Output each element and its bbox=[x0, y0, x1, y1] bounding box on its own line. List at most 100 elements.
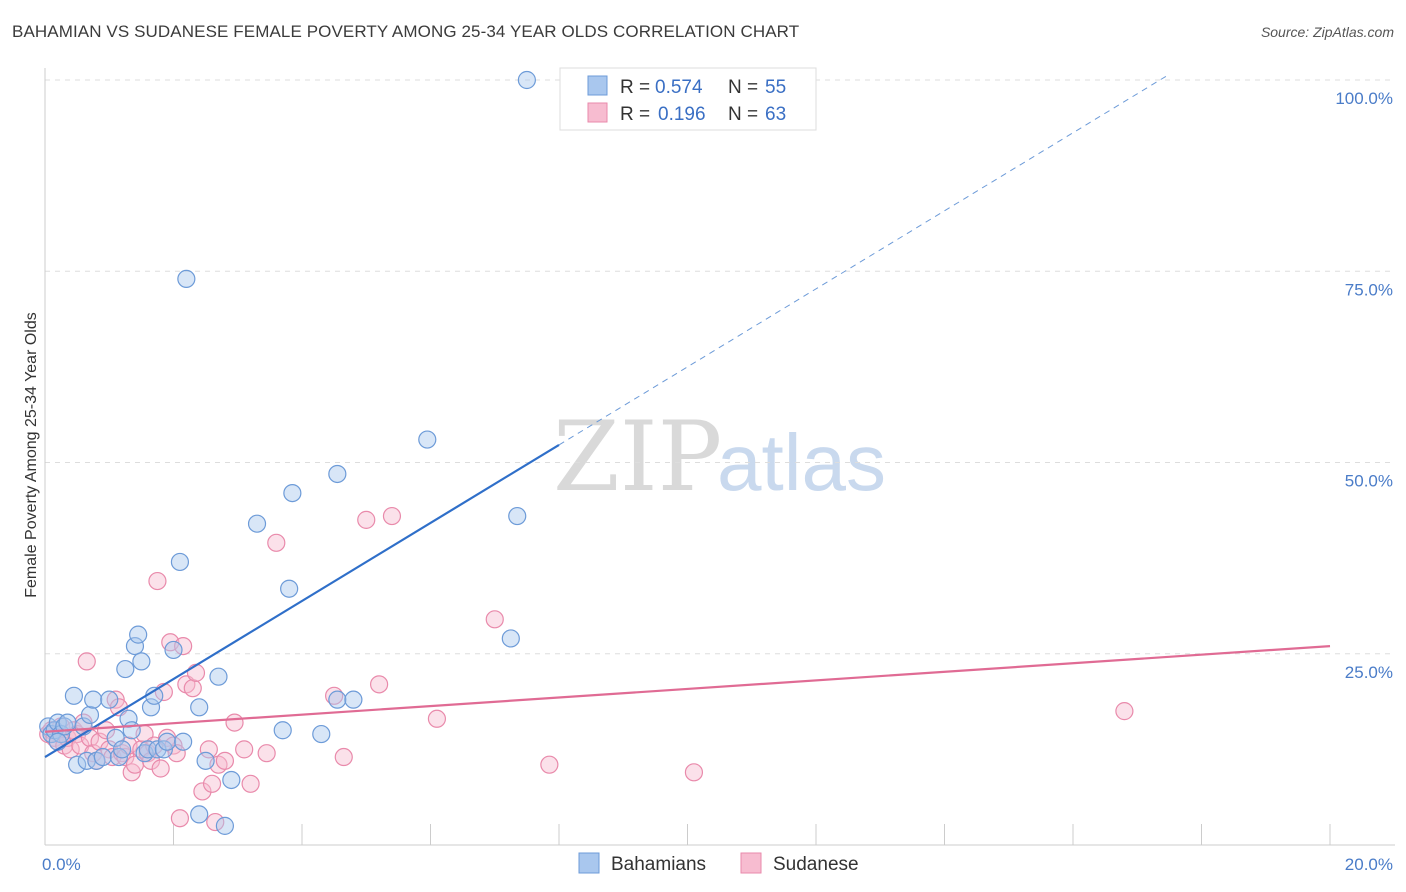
bahamian-point-7 bbox=[64, 686, 84, 705]
grid-lines bbox=[45, 79, 1395, 655]
sudanese-point-64 bbox=[1115, 702, 1134, 721]
legend-swatch-pink bbox=[587, 102, 608, 123]
bahamian-point-44 bbox=[280, 579, 299, 598]
legend-n-value-pink: 63 bbox=[765, 104, 786, 125]
bahamian-point-19 bbox=[116, 659, 135, 679]
y-axis-tick-labels: 25.0% 50.0% 75.0% 100.0% bbox=[1335, 89, 1393, 682]
sudanese-point-53 bbox=[257, 744, 276, 763]
watermark-zip: ZIP bbox=[553, 401, 722, 513]
bahamian-point-37 bbox=[190, 805, 209, 824]
correlation-legend: R = 0.574 N = 55 R = 0.196 N = 63 bbox=[559, 67, 817, 131]
sudanese-point-52 bbox=[241, 774, 260, 793]
legend-bahamians-swatch bbox=[578, 852, 600, 874]
bahamian-points bbox=[39, 70, 536, 835]
bahamian-point-27 bbox=[141, 698, 161, 717]
bahamian-point-35 bbox=[177, 269, 196, 288]
bahamian-point-18 bbox=[112, 740, 132, 759]
sudanese-point-43 bbox=[186, 663, 206, 682]
bahamian-point-51 bbox=[501, 629, 520, 648]
series-legend: Bahamians Sudanese bbox=[578, 852, 859, 875]
bahamian-point-31 bbox=[157, 732, 177, 751]
bahamian-point-22 bbox=[125, 636, 145, 656]
bahamian-point-49 bbox=[344, 690, 363, 709]
axes bbox=[44, 68, 1395, 846]
sudanese-point-40 bbox=[174, 636, 193, 656]
bahamian-point-16 bbox=[106, 728, 125, 748]
legend-r-label-blue: R = bbox=[620, 77, 650, 98]
y-tick-label-2: 75.0% bbox=[1345, 280, 1393, 299]
x-tick-label-max: 20.0% bbox=[1345, 855, 1393, 874]
bahamian-point-33 bbox=[170, 552, 190, 572]
sudanese-point-45 bbox=[199, 740, 218, 759]
bahamian-point-46 bbox=[312, 724, 331, 744]
sudanese-point-56 bbox=[334, 747, 353, 767]
y-tick-label-1: 50.0% bbox=[1345, 472, 1393, 491]
bahamian-point-47 bbox=[328, 464, 347, 484]
chart-title: BAHAMIAN VS SUDANESE FEMALE POVERTY AMON… bbox=[12, 22, 800, 41]
sudanese-point-46 bbox=[202, 774, 222, 793]
sudanese-point-57 bbox=[357, 510, 376, 529]
bahamian-point-23 bbox=[129, 625, 148, 644]
bahamian-point-52 bbox=[508, 506, 527, 526]
legend-swatch-blue bbox=[587, 75, 608, 96]
sudanese-trend-line bbox=[44, 645, 1331, 733]
sudanese-point-32 bbox=[148, 571, 167, 591]
y-axis-label: Female Poverty Among 25-34 Year Olds bbox=[23, 312, 40, 598]
legend-n-label-pink: N = bbox=[728, 104, 758, 125]
bahamian-point-40 bbox=[215, 816, 234, 835]
bahamian-trend-extension bbox=[558, 73, 1170, 446]
bahamian-point-12 bbox=[84, 690, 103, 709]
bahamian-trend-line bbox=[44, 443, 560, 758]
sudanese-point-61 bbox=[485, 610, 504, 629]
trend-lines bbox=[44, 73, 1331, 758]
sudanese-points bbox=[39, 506, 1134, 832]
x-tick-label-min: 0.0% bbox=[42, 855, 81, 874]
bahamian-point-54 bbox=[48, 732, 67, 751]
bahamian-point-21 bbox=[122, 721, 141, 740]
sudanese-point-50 bbox=[225, 713, 244, 732]
bahamian-point-8 bbox=[68, 755, 87, 774]
source-label: Source: ZipAtlas.com bbox=[1260, 24, 1394, 40]
sudanese-point-51 bbox=[235, 740, 254, 759]
sudanese-point-12 bbox=[77, 652, 96, 671]
bahamian-point-34 bbox=[174, 732, 193, 751]
legend-r-value-pink: 0.196 bbox=[658, 104, 706, 125]
sudanese-point-63 bbox=[684, 763, 704, 782]
bahamian-point-38 bbox=[196, 751, 215, 770]
legend-sudanese-swatch bbox=[740, 852, 762, 874]
bahamian-point-15 bbox=[100, 690, 119, 709]
legend-n-value-blue: 55 bbox=[765, 77, 786, 98]
sudanese-point-62 bbox=[540, 755, 559, 774]
legend-bahamians-label: Bahamians bbox=[611, 854, 706, 875]
sudanese-point-42 bbox=[183, 679, 202, 698]
bahamian-point-42 bbox=[247, 514, 267, 533]
legend-sudanese-label: Sudanese bbox=[773, 854, 859, 875]
sudanese-point-17 bbox=[96, 721, 116, 740]
sudanese-point-59 bbox=[382, 506, 402, 526]
bahamian-point-29 bbox=[148, 740, 167, 759]
sudanese-point-39 bbox=[170, 809, 190, 828]
bahamian-point-14 bbox=[93, 747, 112, 767]
bahamian-point-36 bbox=[190, 698, 209, 717]
watermark-atlas: atlas bbox=[717, 418, 886, 507]
bahamian-point-26 bbox=[138, 740, 157, 759]
bahamian-point-11 bbox=[80, 705, 100, 725]
y-tick-label-3: 100.0% bbox=[1335, 89, 1393, 108]
sudanese-point-47 bbox=[206, 812, 225, 832]
watermark: ZIP atlas bbox=[553, 401, 886, 513]
bahamian-point-41 bbox=[222, 770, 241, 790]
bahamian-point-53 bbox=[517, 70, 536, 90]
x-axis-ticks: 0.0% 20.0% bbox=[42, 824, 1393, 874]
sudanese-point-54 bbox=[267, 533, 286, 552]
bahamian-point-48 bbox=[328, 690, 347, 709]
legend-r-value-blue: 0.574 bbox=[655, 77, 703, 98]
sudanese-point-44 bbox=[193, 782, 212, 801]
sudanese-point-33 bbox=[151, 759, 170, 778]
sudanese-point-60 bbox=[427, 709, 447, 728]
bahamian-point-24 bbox=[132, 652, 151, 671]
y-tick-label-0: 25.0% bbox=[1345, 663, 1393, 682]
bahamian-point-45 bbox=[283, 484, 302, 503]
bahamian-point-39 bbox=[209, 667, 228, 686]
bahamian-point-43 bbox=[273, 721, 292, 740]
